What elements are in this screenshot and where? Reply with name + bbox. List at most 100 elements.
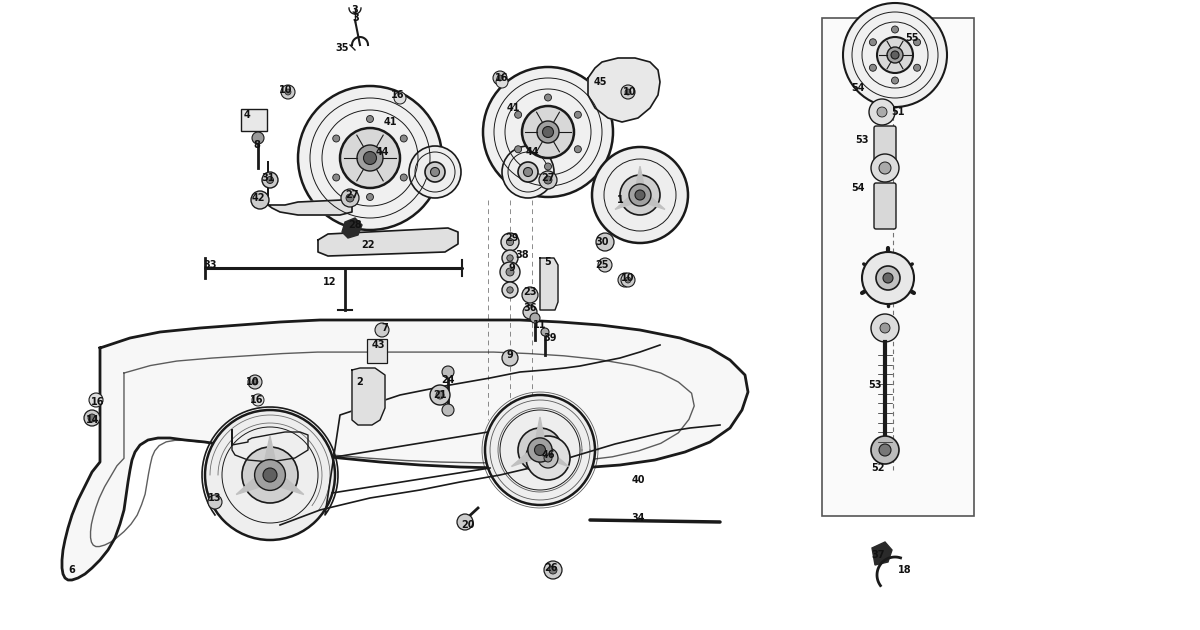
- Text: 10: 10: [623, 87, 637, 97]
- Circle shape: [502, 250, 518, 266]
- Circle shape: [876, 266, 900, 290]
- Text: 24: 24: [442, 375, 455, 385]
- Circle shape: [493, 71, 508, 85]
- Circle shape: [625, 89, 631, 95]
- Text: 26: 26: [545, 563, 558, 573]
- FancyBboxPatch shape: [874, 183, 896, 229]
- Circle shape: [545, 94, 552, 101]
- Circle shape: [550, 566, 557, 574]
- Circle shape: [263, 468, 277, 482]
- Text: 29: 29: [505, 233, 518, 243]
- Text: 46: 46: [541, 450, 554, 460]
- Text: 16: 16: [91, 397, 104, 407]
- FancyBboxPatch shape: [874, 126, 896, 162]
- Text: 4: 4: [244, 110, 251, 120]
- Circle shape: [252, 132, 264, 144]
- Polygon shape: [648, 198, 665, 209]
- Circle shape: [502, 233, 520, 251]
- Circle shape: [522, 106, 574, 158]
- Circle shape: [592, 147, 688, 243]
- Circle shape: [358, 145, 383, 171]
- Circle shape: [425, 162, 445, 182]
- Circle shape: [252, 394, 264, 406]
- Polygon shape: [540, 258, 558, 310]
- Text: 52: 52: [871, 463, 884, 473]
- Circle shape: [598, 258, 612, 272]
- Text: 10: 10: [246, 377, 259, 387]
- Polygon shape: [268, 162, 352, 215]
- Circle shape: [374, 323, 389, 337]
- Polygon shape: [536, 417, 544, 437]
- Text: 51: 51: [892, 107, 905, 117]
- Circle shape: [252, 379, 258, 385]
- Polygon shape: [62, 320, 748, 580]
- Text: 22: 22: [361, 240, 374, 250]
- Circle shape: [208, 495, 222, 509]
- Circle shape: [518, 428, 562, 472]
- Circle shape: [436, 391, 444, 399]
- Circle shape: [541, 328, 550, 336]
- Circle shape: [482, 67, 613, 197]
- Circle shape: [622, 85, 635, 99]
- Text: 21: 21: [433, 390, 446, 400]
- Text: 30: 30: [595, 237, 608, 247]
- Text: 7: 7: [382, 323, 389, 333]
- Text: 9: 9: [506, 350, 514, 360]
- Circle shape: [913, 64, 920, 71]
- Polygon shape: [511, 453, 532, 466]
- Circle shape: [506, 238, 514, 246]
- Circle shape: [618, 273, 632, 287]
- Text: 6: 6: [68, 565, 76, 575]
- Circle shape: [266, 176, 274, 183]
- Circle shape: [538, 121, 559, 143]
- Circle shape: [871, 314, 899, 342]
- Text: 45: 45: [593, 77, 607, 87]
- Circle shape: [622, 273, 635, 287]
- Circle shape: [262, 172, 278, 188]
- Circle shape: [502, 350, 518, 366]
- Circle shape: [457, 514, 473, 530]
- Text: 33: 33: [203, 260, 217, 270]
- Circle shape: [596, 233, 614, 251]
- Circle shape: [538, 448, 558, 468]
- Circle shape: [523, 168, 533, 176]
- Text: 11: 11: [533, 320, 547, 330]
- Text: 44: 44: [526, 147, 539, 157]
- Circle shape: [298, 86, 442, 230]
- Circle shape: [883, 273, 893, 283]
- Polygon shape: [636, 166, 643, 183]
- Circle shape: [877, 107, 887, 117]
- Circle shape: [89, 393, 103, 407]
- Circle shape: [205, 410, 335, 540]
- Circle shape: [575, 112, 581, 118]
- Text: 2: 2: [356, 377, 364, 387]
- Circle shape: [497, 75, 503, 81]
- Polygon shape: [282, 479, 304, 495]
- Circle shape: [248, 375, 262, 389]
- Circle shape: [877, 37, 913, 73]
- Circle shape: [575, 146, 581, 152]
- Circle shape: [530, 313, 540, 323]
- Text: 20: 20: [461, 520, 475, 530]
- Text: 12: 12: [323, 277, 337, 287]
- Circle shape: [892, 77, 899, 84]
- Text: 35: 35: [335, 43, 349, 53]
- Circle shape: [544, 454, 552, 462]
- Circle shape: [286, 89, 292, 95]
- Polygon shape: [548, 453, 569, 466]
- Polygon shape: [342, 218, 362, 238]
- Text: 10: 10: [622, 273, 635, 283]
- Circle shape: [401, 174, 407, 181]
- Circle shape: [545, 163, 552, 170]
- Circle shape: [84, 410, 100, 426]
- Circle shape: [251, 191, 269, 209]
- Circle shape: [340, 128, 400, 188]
- Circle shape: [442, 404, 454, 416]
- Text: 39: 39: [544, 333, 557, 343]
- Polygon shape: [616, 198, 632, 209]
- Text: 41: 41: [383, 117, 397, 127]
- Circle shape: [892, 26, 899, 33]
- Text: 36: 36: [523, 303, 536, 313]
- Circle shape: [366, 115, 373, 122]
- Circle shape: [870, 64, 876, 71]
